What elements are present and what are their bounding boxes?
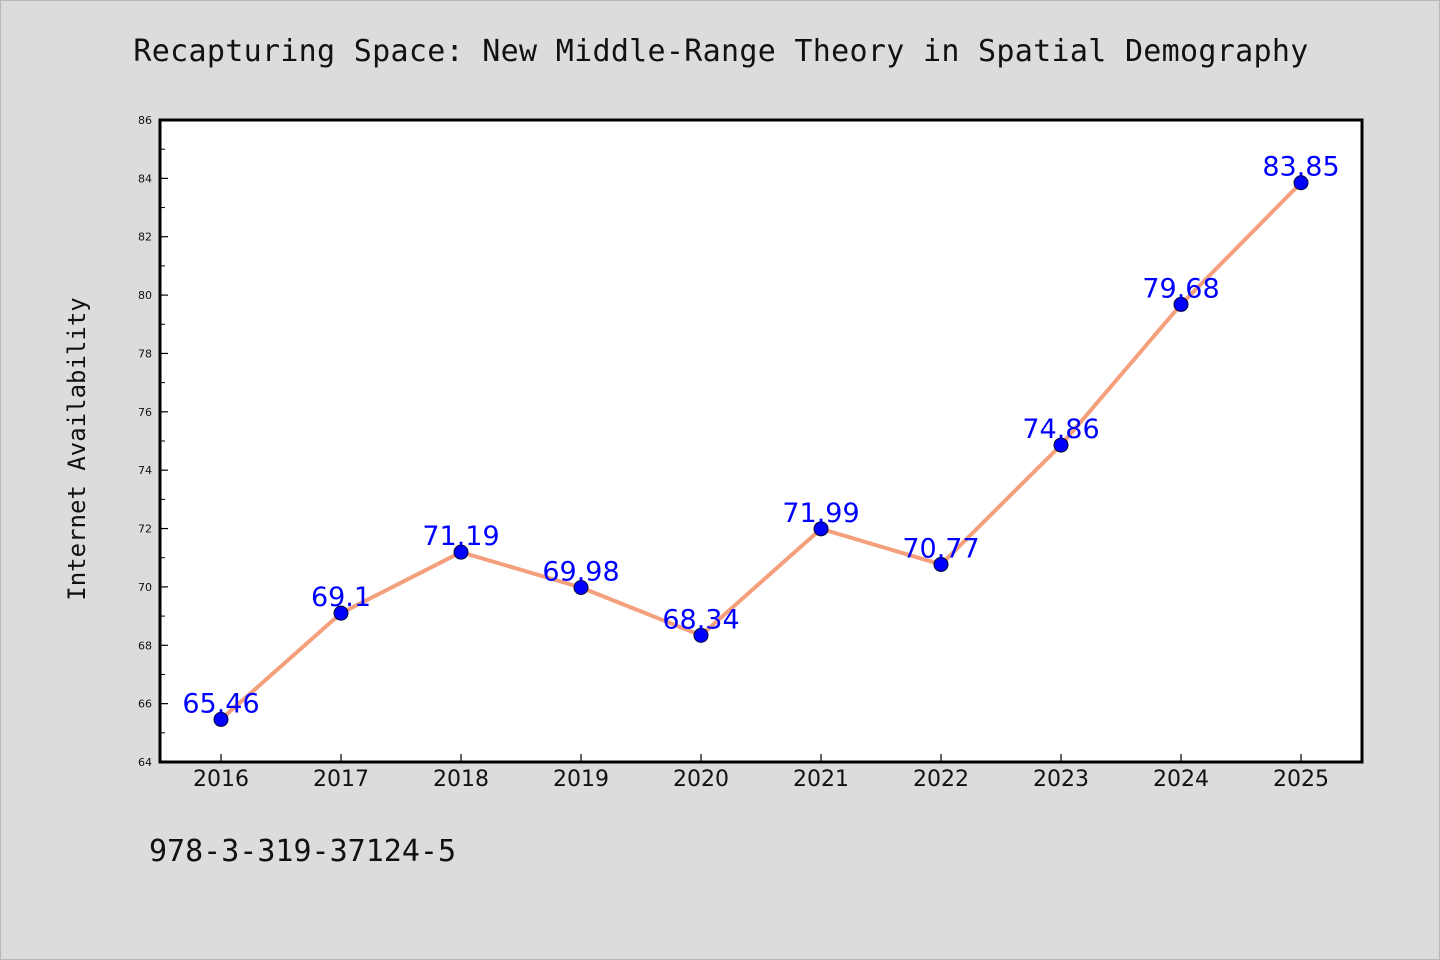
data-label: 68.34 <box>662 604 739 635</box>
x-tick-label: 2016 <box>193 767 249 792</box>
data-point <box>813 521 829 537</box>
chart-title: Recapturing Space: New Middle-Range Theo… <box>133 34 1309 69</box>
y-tick-label: 78 <box>138 347 152 360</box>
y-tick-label: 76 <box>138 406 152 419</box>
data-label: 74.86 <box>1022 414 1099 445</box>
y-tick-label: 70 <box>138 581 152 594</box>
data-label: 71.99 <box>782 498 859 529</box>
x-tick-label: 2017 <box>313 767 369 792</box>
y-tick-label: 86 <box>138 114 152 127</box>
data-point <box>573 579 589 595</box>
y-tick-label: 74 <box>138 464 152 477</box>
data-point <box>1053 437 1069 453</box>
y-tick-label: 66 <box>138 698 152 711</box>
data-point <box>1293 175 1309 191</box>
data-point <box>933 556 949 572</box>
x-tick-label: 2018 <box>433 767 489 792</box>
y-tick-label: 80 <box>138 289 152 302</box>
plot-area <box>158 118 1364 764</box>
data-point <box>453 544 469 560</box>
data-point <box>1173 296 1189 312</box>
x-tick-label: 2020 <box>673 767 729 792</box>
data-label: 70.77 <box>902 533 979 564</box>
x-tick-label: 2019 <box>553 767 609 792</box>
data-label: 69.1 <box>311 582 371 613</box>
series-line-group: 65.46 69.1 71.19 69.98 68.34 71.99 70.77 74.86 7… <box>182 152 1340 727</box>
y-axis: 64 66 68 70 72 74 76 78 80 82 84 86 <box>138 114 168 769</box>
y-tick-label: 64 <box>138 756 152 769</box>
x-tick-label: 2024 <box>1153 767 1209 792</box>
data-label: 65.46 <box>182 688 259 719</box>
series-line <box>219 180 1303 722</box>
data-point <box>333 605 349 621</box>
x-axis: 2016 2017 2018 2019 2020 2021 2022 2023 2024 2025 <box>193 754 1329 792</box>
data-label: 71.19 <box>422 521 499 552</box>
x-tick-label: 2022 <box>913 767 969 792</box>
y-tick-label: 68 <box>138 639 152 652</box>
data-label: 79.68 <box>1142 273 1219 304</box>
x-tick-label: 2025 <box>1273 767 1329 792</box>
y-tick-label: 84 <box>138 172 152 185</box>
data-point <box>693 627 709 643</box>
x-tick-label: 2023 <box>1033 767 1089 792</box>
y-tick-label: 72 <box>138 523 152 536</box>
data-point <box>213 711 229 727</box>
y-tick-label: 82 <box>138 231 152 244</box>
data-label: 83.85 <box>1262 152 1339 183</box>
data-label: 69.98 <box>542 556 619 587</box>
isbn-label: 978-3-319-37124-5 <box>149 834 457 869</box>
x-tick-label: 2021 <box>793 767 849 792</box>
